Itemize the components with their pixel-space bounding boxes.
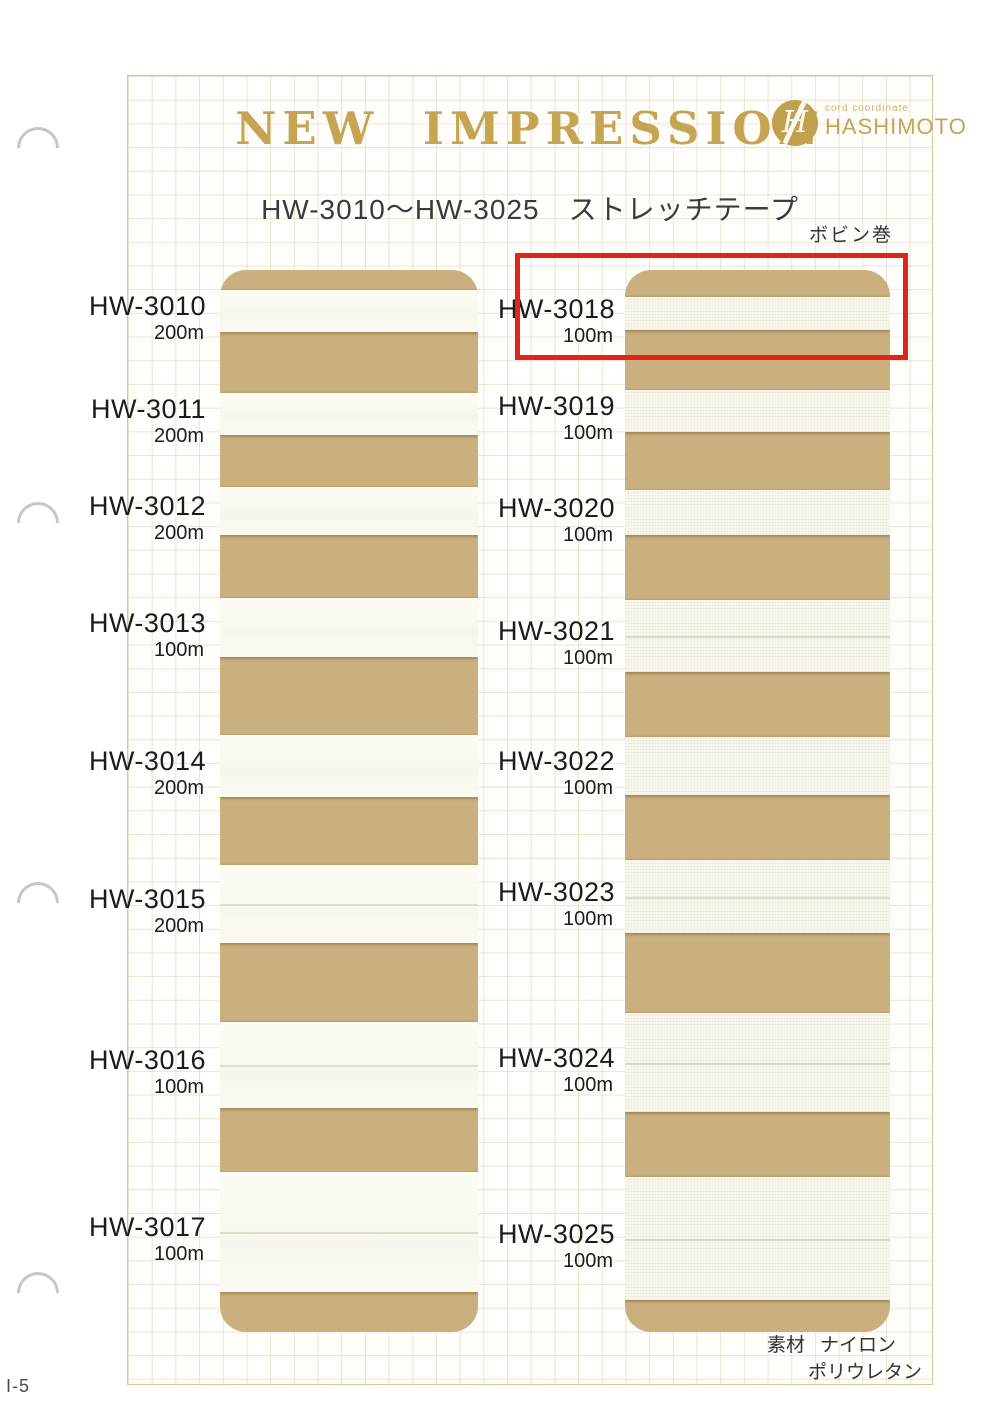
tape-seam	[625, 896, 890, 899]
brand-tagline: cord coordinate	[825, 103, 909, 114]
product-length: 100m	[562, 777, 613, 799]
tape-seam	[220, 1232, 478, 1234]
page-title: NEW IMPRESSION	[235, 102, 825, 155]
tape-sample-HW-3019	[625, 390, 890, 432]
binder-hole-icon	[8, 118, 68, 178]
product-length: 100m	[562, 1249, 613, 1272]
product-label-HW-3014: HW-3014 200m	[76, 746, 206, 800]
tape-sample-HW-3024	[625, 1013, 890, 1112]
product-code: HW-3019	[497, 391, 615, 421]
tape-sample-HW-3015	[220, 865, 478, 943]
product-length: 100m	[562, 324, 613, 347]
product-length: 100m	[153, 1076, 204, 1098]
product-code: HW-3024	[497, 1042, 615, 1073]
product-code: HW-3025	[497, 1218, 615, 1249]
sample-card-left	[220, 270, 478, 1332]
product-label-HW-3025: HW-3025 100m	[485, 1219, 615, 1273]
winding-note: ボビン巻	[808, 225, 893, 246]
materials-line-1: ナイロン	[820, 1335, 897, 1356]
tape-sample-HW-3022	[625, 737, 890, 795]
brand-logo: H cord coordinate HASHIMOTO	[772, 100, 967, 146]
tape-sample-HW-3020	[625, 490, 890, 535]
sample-card-right	[625, 270, 890, 1332]
product-label-HW-3016: HW-3016 100m	[76, 1045, 206, 1099]
product-range-subtitle: HW-3010〜HW-3025 ストレッチテープ	[261, 194, 799, 225]
tape-seam	[625, 1062, 890, 1065]
product-label-HW-3011: HW-3011 200m	[76, 394, 206, 448]
tape-sample-HW-3010	[220, 290, 478, 332]
materials-row: 素材 ナイロン	[767, 1332, 922, 1359]
product-code: HW-3023	[497, 876, 615, 907]
product-code: HW-3016	[88, 1045, 206, 1075]
product-code: HW-3017	[88, 1212, 206, 1242]
tape-sample-HW-3014	[220, 735, 478, 797]
tape-seam	[220, 1065, 478, 1067]
product-length: 200m	[153, 522, 204, 544]
product-label-HW-3017: HW-3017 100m	[76, 1212, 206, 1266]
product-label-HW-3024: HW-3024 100m	[485, 1043, 615, 1097]
product-length: 100m	[562, 647, 613, 669]
product-label-HW-3019: HW-3019 100m	[485, 391, 615, 445]
binder-hole-icon	[8, 493, 68, 553]
tape-seam	[625, 1238, 890, 1241]
product-label-HW-3015: HW-3015 200m	[76, 884, 206, 938]
tape-sample-HW-3012	[220, 487, 478, 535]
product-code: HW-3021	[497, 616, 615, 646]
product-length: 200m	[153, 915, 204, 937]
tape-sample-HW-3013	[220, 598, 478, 657]
product-length: 100m	[562, 422, 613, 444]
product-length: 200m	[153, 777, 204, 799]
materials-line-2: ポリウレタン	[808, 1362, 923, 1383]
product-code: HW-3011	[90, 394, 206, 424]
product-length: 200m	[153, 425, 204, 447]
brand-name: HASHIMOTO	[825, 114, 967, 139]
product-code: HW-3020	[497, 492, 615, 523]
product-code: HW-3014	[88, 746, 206, 776]
binder-hole-icon	[8, 873, 68, 933]
tape-sample-HW-3025	[625, 1177, 890, 1300]
tape-sample-HW-3017	[220, 1172, 478, 1292]
brand-logo-text: cord coordinate HASHIMOTO	[825, 100, 967, 139]
product-code: HW-3022	[497, 746, 615, 776]
materials-label: 素材	[767, 1335, 806, 1356]
tape-sample-HW-3023	[625, 860, 890, 933]
binder-hole-icon	[8, 1263, 68, 1323]
materials-note: 素材 ナイロン ポリウレタン	[767, 1332, 922, 1386]
tape-sample-HW-3018	[625, 297, 890, 330]
product-length: 100m	[562, 523, 613, 546]
product-length: 100m	[153, 638, 204, 661]
product-label-HW-3010: HW-3010 200m	[76, 291, 206, 345]
page-code: I-5	[6, 1376, 31, 1396]
tape-seam	[625, 636, 890, 638]
product-label-HW-3021: HW-3021 100m	[485, 616, 615, 670]
product-length: 200m	[153, 322, 204, 344]
product-label-HW-3023: HW-3023 100m	[485, 877, 615, 931]
product-code: HW-3013	[88, 607, 206, 638]
product-label-HW-3013: HW-3013 100m	[76, 608, 206, 662]
tape-sample-HW-3016	[220, 1022, 478, 1108]
product-label-HW-3022: HW-3022 100m	[485, 746, 615, 800]
brand-monogram-icon: H	[772, 100, 818, 146]
product-code: HW-3010	[88, 291, 206, 321]
highlight-box	[515, 253, 908, 360]
product-label-HW-3020: HW-3020 100m	[485, 493, 615, 547]
tape-sample-HW-3021	[625, 600, 890, 672]
product-length: 100m	[153, 1243, 204, 1265]
product-length: 100m	[562, 1073, 613, 1096]
tape-seam	[220, 904, 478, 906]
product-label-HW-3012: HW-3012 200m	[76, 491, 206, 545]
product-code: HW-3012	[88, 491, 206, 521]
product-code: HW-3015	[88, 884, 206, 914]
tape-sample-HW-3011	[220, 393, 478, 435]
product-length: 100m	[562, 907, 613, 930]
